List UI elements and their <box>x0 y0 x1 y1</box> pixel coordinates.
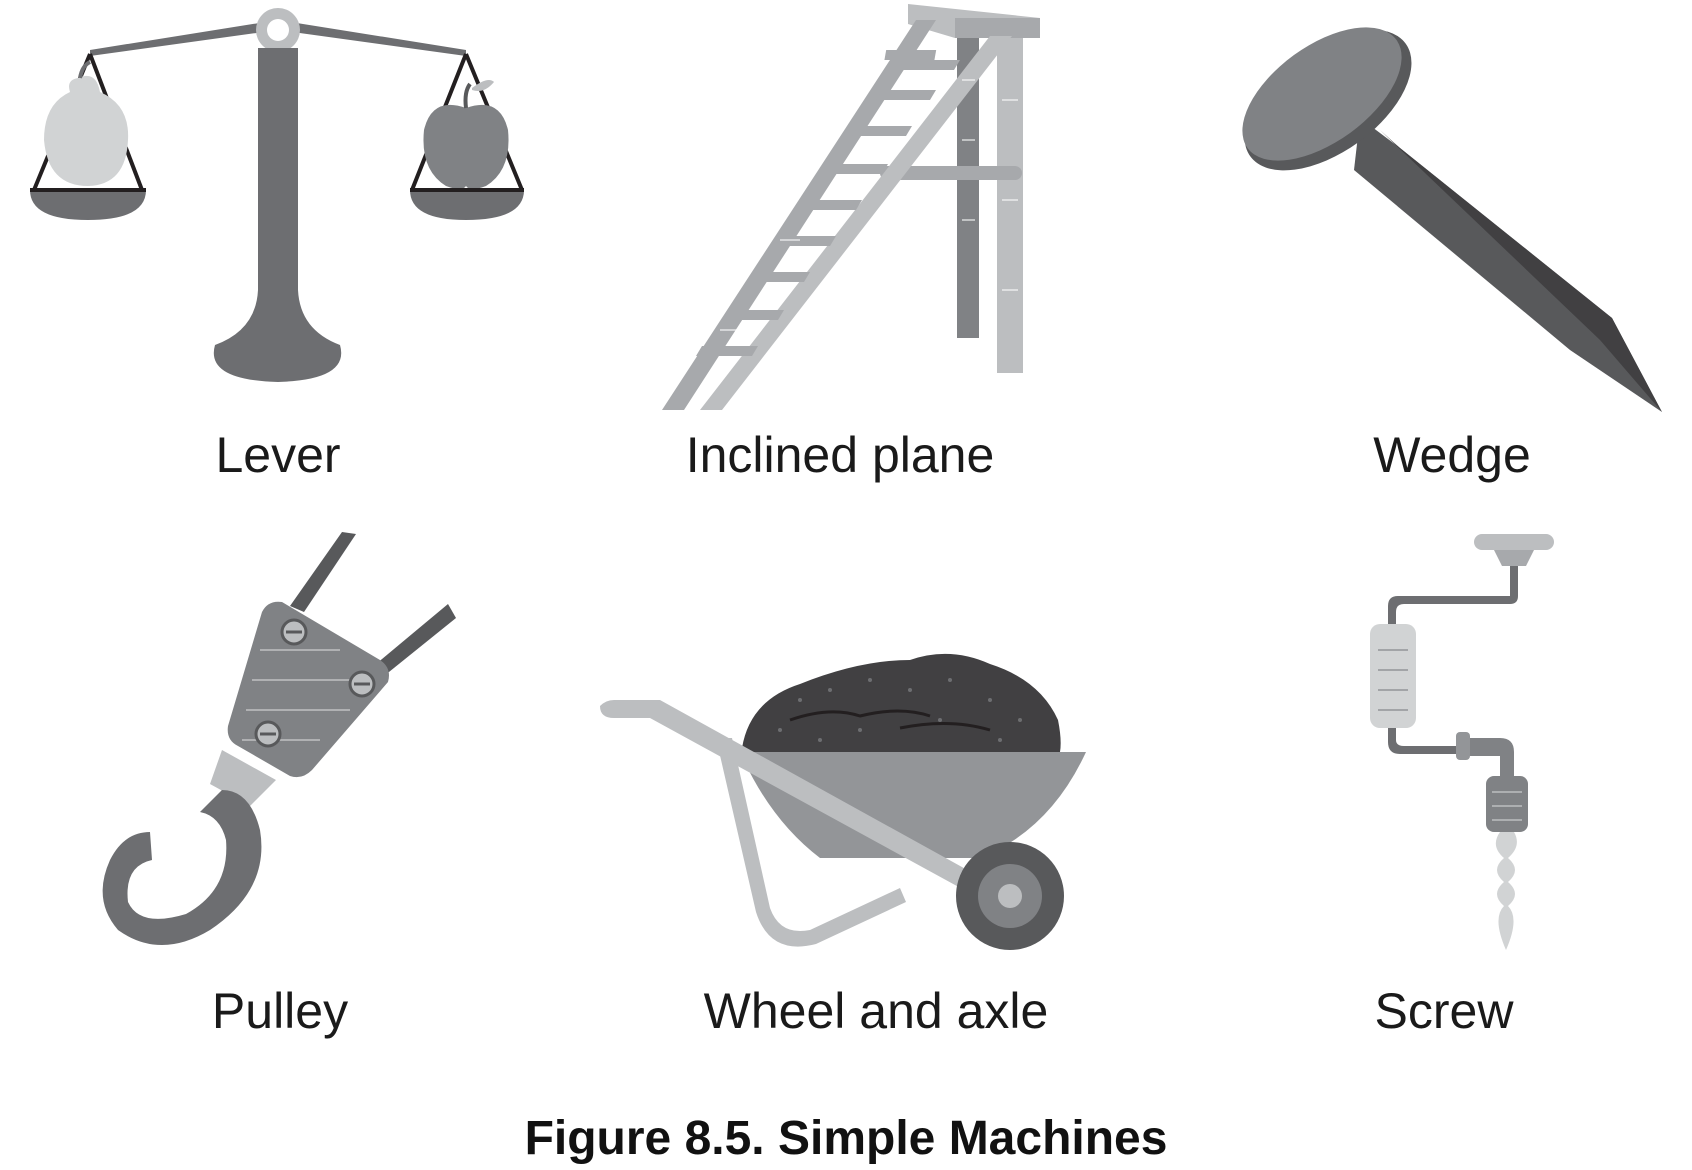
ladder-icon <box>662 4 1040 410</box>
balance-scale-icon <box>30 8 524 382</box>
wheelbarrow-icon <box>600 653 1086 950</box>
figure-caption: Figure 8.5. Simple Machines <box>524 1112 1168 1165</box>
machine-label-inclined-plane: Inclined plane <box>685 427 995 483</box>
machine-label-wheel-and-axle: Wheel and axle <box>703 983 1049 1039</box>
nail-icon <box>1242 27 1662 412</box>
machine-label-pulley: Pulley <box>211 983 349 1039</box>
machine-label-screw: Screw <box>1374 983 1514 1039</box>
machine-label-lever: Lever <box>215 427 341 483</box>
pulley-hook-icon <box>102 532 456 945</box>
hand-drill-icon <box>1370 534 1554 950</box>
machine-label-wedge: Wedge <box>1373 427 1531 483</box>
